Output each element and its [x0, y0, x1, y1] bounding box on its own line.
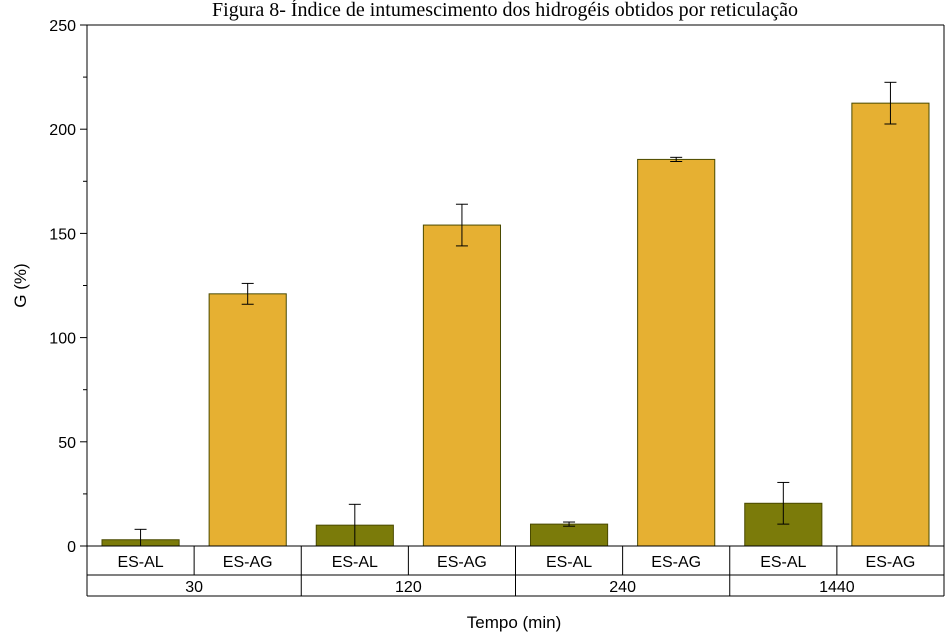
y-tick-label: 100 [49, 331, 76, 348]
bar-es-ag-120 [422, 224, 502, 547]
category-label: ES-AG [223, 554, 273, 571]
x-axis-label: Tempo (min) [467, 613, 561, 632]
group-label-240: 240 [609, 579, 636, 596]
bar-es-al-240 [529, 523, 609, 547]
category-label: ES-AL [546, 554, 592, 571]
category-label: ES-AG [437, 554, 487, 571]
bar-es-ag-30 [208, 293, 287, 547]
bar-es-ag-240 [637, 158, 716, 547]
y-axis-label: G (%) [11, 263, 30, 307]
y-tick-label: 50 [58, 435, 76, 452]
chart-title: Figura 8- Índice de intumescimento dos h… [212, 0, 798, 21]
category-label: ES-AL [117, 554, 163, 571]
y-tick-label: 250 [49, 18, 76, 35]
group-label-30: 30 [185, 579, 203, 596]
y-tick-label: 200 [49, 122, 76, 139]
y-tick-label: 150 [49, 226, 76, 243]
category-label: ES-AL [332, 554, 378, 571]
category-label: ES-AG [651, 554, 701, 571]
group-label-120: 120 [395, 579, 422, 596]
category-label: ES-AG [866, 554, 916, 571]
group-label-1440: 1440 [819, 579, 855, 596]
category-label: ES-AL [760, 554, 806, 571]
bar-es-ag-1440 [851, 102, 930, 547]
y-tick-label: 0 [67, 539, 76, 556]
